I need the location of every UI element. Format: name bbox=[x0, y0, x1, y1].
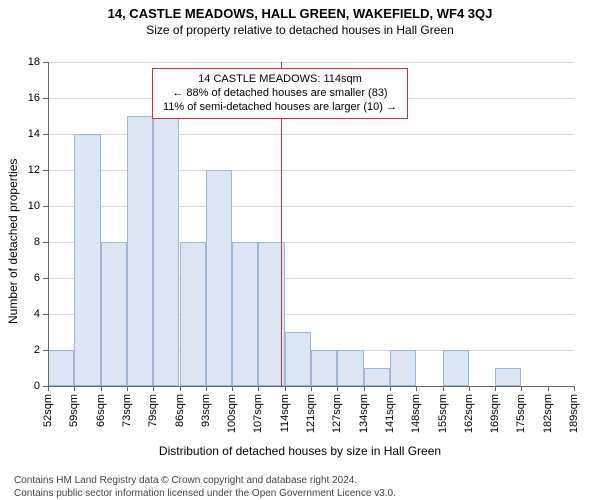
x-tick-label: 79sqm bbox=[147, 394, 159, 427]
annotation-callout: 14 CASTLE MEADOWS: 114sqm ← 88% of detac… bbox=[152, 68, 408, 119]
histogram-bar bbox=[206, 170, 232, 386]
x-tick-label: 134sqm bbox=[358, 394, 370, 433]
x-tick-mark bbox=[495, 386, 496, 391]
x-tick-mark bbox=[232, 386, 233, 391]
x-tick-mark bbox=[74, 386, 75, 391]
attribution-line-1: Contains HM Land Registry data © Crown c… bbox=[14, 475, 396, 488]
histogram-bar bbox=[495, 368, 521, 386]
x-tick-mark bbox=[364, 386, 365, 391]
y-axis-line bbox=[48, 62, 49, 386]
histogram-bar bbox=[127, 116, 153, 386]
x-tick-label: 100sqm bbox=[226, 394, 238, 433]
x-tick-label: 107sqm bbox=[252, 394, 264, 433]
histogram-bar bbox=[101, 242, 127, 386]
x-tick-mark bbox=[285, 386, 286, 391]
histogram-bar bbox=[180, 242, 206, 386]
x-tick-mark bbox=[337, 386, 338, 391]
x-tick-label: 182sqm bbox=[542, 394, 554, 433]
histogram-bar bbox=[364, 368, 390, 386]
y-tick-label: 10 bbox=[10, 200, 40, 212]
histogram-bar bbox=[232, 242, 258, 386]
x-tick-label: 52sqm bbox=[42, 394, 54, 427]
chart-subtitle: Size of property relative to detached ho… bbox=[0, 23, 600, 37]
x-tick-mark bbox=[443, 386, 444, 391]
chart-title: 14, CASTLE MEADOWS, HALL GREEN, WAKEFIEL… bbox=[0, 6, 600, 21]
x-tick-label: 114sqm bbox=[279, 394, 291, 432]
y-tick-label: 6 bbox=[10, 272, 40, 284]
y-tick-label: 16 bbox=[10, 92, 40, 104]
histogram-bar bbox=[48, 350, 74, 386]
x-tick-mark bbox=[521, 386, 522, 391]
x-tick-label: 66sqm bbox=[95, 394, 107, 427]
attribution-line-2: Contains public sector information licen… bbox=[14, 488, 396, 500]
annotation-line-1: 14 CASTLE MEADOWS: 114sqm bbox=[163, 73, 397, 87]
x-tick-mark bbox=[206, 386, 207, 391]
x-tick-mark bbox=[469, 386, 470, 391]
x-tick-mark bbox=[48, 386, 49, 391]
x-tick-label: 127sqm bbox=[331, 394, 343, 433]
x-tick-mark bbox=[548, 386, 549, 391]
x-tick-mark bbox=[390, 386, 391, 391]
y-tick-label: 4 bbox=[10, 308, 40, 320]
x-tick-label: 175sqm bbox=[515, 394, 527, 433]
histogram-bar bbox=[153, 116, 179, 386]
grid-line bbox=[48, 62, 574, 63]
x-tick-label: 169sqm bbox=[489, 394, 501, 433]
histogram-bar bbox=[311, 350, 337, 386]
x-tick-mark bbox=[311, 386, 312, 391]
histogram-bar bbox=[337, 350, 363, 386]
x-tick-mark bbox=[258, 386, 259, 391]
x-tick-label: 73sqm bbox=[121, 394, 133, 427]
y-tick-label: 18 bbox=[10, 56, 40, 68]
x-tick-label: 141sqm bbox=[384, 394, 396, 433]
x-tick-mark bbox=[416, 386, 417, 391]
x-tick-label: 162sqm bbox=[463, 394, 475, 433]
x-tick-label: 155sqm bbox=[437, 394, 449, 433]
histogram-bar bbox=[443, 350, 469, 386]
x-tick-label: 148sqm bbox=[410, 394, 422, 433]
y-tick-label: 8 bbox=[10, 236, 40, 248]
y-tick-label: 14 bbox=[10, 128, 40, 140]
x-axis-label: Distribution of detached houses by size … bbox=[0, 444, 600, 458]
x-tick-mark bbox=[153, 386, 154, 391]
attribution-text: Contains HM Land Registry data © Crown c… bbox=[14, 475, 396, 500]
x-tick-mark bbox=[574, 386, 575, 391]
y-tick-label: 2 bbox=[10, 344, 40, 356]
histogram-bar bbox=[74, 134, 100, 386]
x-tick-label: 59sqm bbox=[68, 394, 80, 427]
histogram-bar bbox=[285, 332, 311, 386]
x-tick-label: 86sqm bbox=[174, 394, 186, 427]
x-tick-mark bbox=[180, 386, 181, 391]
annotation-line-3: 11% of semi-detached houses are larger (… bbox=[163, 101, 397, 115]
y-tick-label: 12 bbox=[10, 164, 40, 176]
y-tick-label: 0 bbox=[10, 380, 40, 392]
x-tick-label: 121sqm bbox=[305, 394, 317, 433]
x-tick-label: 93sqm bbox=[200, 394, 212, 427]
histogram-bar bbox=[390, 350, 416, 386]
x-tick-label: 189sqm bbox=[568, 394, 580, 433]
x-tick-mark bbox=[127, 386, 128, 391]
annotation-line-2: ← 88% of detached houses are smaller (83… bbox=[163, 87, 397, 101]
x-tick-mark bbox=[101, 386, 102, 391]
